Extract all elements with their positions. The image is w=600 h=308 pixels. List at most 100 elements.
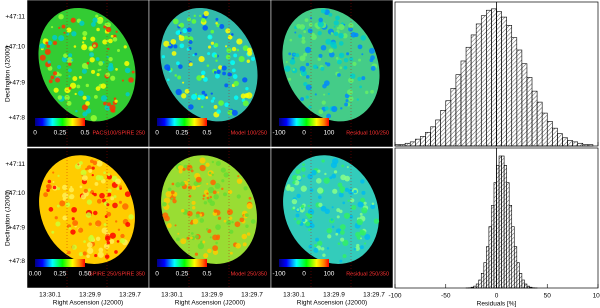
galaxy-spot	[318, 53, 323, 58]
galaxy-spot	[203, 201, 208, 205]
x-tick-label: 13:29.7	[119, 292, 141, 299]
galaxy-spot	[357, 44, 363, 50]
panel-label: Model 250/350	[231, 271, 267, 277]
galaxy-spot	[360, 35, 367, 41]
galaxy-spot	[216, 23, 220, 28]
galaxy-spot	[98, 175, 104, 181]
galaxy-spot	[348, 96, 354, 102]
galaxy-spot	[85, 95, 91, 101]
galaxy-spot	[63, 53, 68, 58]
galaxy-spot	[175, 182, 181, 188]
galaxy-spot	[322, 83, 327, 89]
galaxy-spot	[188, 40, 193, 44]
galaxy-spot	[356, 218, 363, 226]
histogram-bar	[536, 101, 543, 147]
galaxy-spot	[182, 81, 185, 84]
colorbar-tick-label: 0	[302, 130, 306, 137]
galaxy-spot	[300, 185, 307, 192]
galaxy-spot	[183, 164, 188, 169]
galaxy-spot	[215, 241, 218, 245]
galaxy-spot	[338, 41, 344, 46]
galaxy-spot	[340, 107, 343, 110]
galaxy-spot	[109, 232, 116, 239]
galaxy-spot	[213, 194, 219, 200]
galaxy-spot	[292, 68, 295, 71]
galaxy-spot	[326, 113, 332, 119]
galaxy-spot	[186, 236, 190, 240]
histogram-bar	[508, 205, 513, 289]
galaxy-spot	[226, 220, 232, 226]
galaxy-spot	[197, 242, 205, 250]
galaxy-spot	[62, 197, 66, 201]
galaxy-spot	[107, 188, 112, 193]
galaxy-spot	[317, 21, 324, 28]
histogram-bar	[557, 133, 563, 147]
galaxy-spot	[321, 100, 326, 105]
histogram-bar	[524, 283, 528, 289]
galaxy-spot	[196, 75, 202, 81]
galaxy-spot	[338, 23, 345, 31]
galaxy-spot	[333, 25, 336, 28]
galaxy-spot	[333, 20, 339, 26]
galaxy-spot	[85, 101, 90, 106]
histogram-bar	[503, 165, 507, 289]
histogram-bar	[506, 25, 513, 147]
galaxy-spot	[209, 200, 216, 207]
galaxy-spot	[373, 218, 380, 224]
colorbar-tick-label: 100	[324, 271, 335, 278]
galaxy-spot	[337, 182, 343, 188]
galaxy-spot	[349, 73, 356, 79]
galaxy-spot	[206, 64, 210, 67]
galaxy-spot	[350, 31, 357, 38]
galaxy-spot	[57, 64, 62, 70]
galaxy-spot	[311, 169, 317, 176]
galaxy-spot	[204, 93, 208, 97]
galaxy-spot	[212, 96, 216, 100]
galaxy-spot	[227, 189, 233, 195]
histogram-bar	[435, 119, 441, 147]
galaxy-spot	[339, 259, 343, 263]
colorbar-tick-label: 0.00	[29, 271, 42, 278]
galaxy-spot	[357, 201, 364, 208]
galaxy-spot	[300, 70, 303, 73]
panel-label: SPIRE 250/SPIRE 350	[89, 271, 145, 277]
galaxy-spot	[114, 99, 118, 103]
galaxy-spot	[331, 173, 337, 179]
galaxy-spot	[221, 65, 227, 71]
galaxy-spot	[131, 70, 135, 74]
y-tick-label: +47:11	[5, 161, 25, 168]
histogram-bar	[496, 11, 502, 147]
colorbar	[157, 118, 207, 126]
galaxy-spot	[205, 193, 209, 197]
histogram-bar	[445, 100, 452, 147]
histogram-bar	[552, 127, 558, 147]
galaxy-spot	[210, 29, 215, 34]
galaxy-spot	[52, 34, 58, 41]
galaxy-spot	[301, 36, 306, 40]
galaxy-spot	[88, 222, 92, 226]
galaxy-spot	[170, 38, 177, 45]
galaxy-spot	[58, 13, 64, 20]
galaxy-spot	[286, 184, 291, 188]
galaxy-spot	[190, 169, 194, 173]
galaxy-spot	[222, 71, 226, 76]
galaxy-spot	[239, 217, 245, 223]
galaxy-spot	[223, 192, 228, 197]
galaxy-spot	[45, 41, 49, 45]
galaxy-spot	[191, 200, 196, 205]
galaxy-spot	[44, 48, 51, 55]
colorbar-tick-label: 0.25	[176, 271, 189, 278]
galaxy-spot	[187, 27, 192, 33]
galaxy-spot	[206, 182, 209, 185]
histogram-bar	[519, 273, 523, 289]
panel-label: Model 100/250	[231, 130, 267, 136]
galaxy-spot	[364, 234, 371, 241]
galaxy-spot	[177, 232, 180, 235]
histogram-bar	[521, 63, 528, 147]
galaxy-spot	[98, 247, 104, 253]
galaxy-spot	[174, 224, 177, 227]
galaxy-spot	[318, 195, 322, 199]
galaxy-spot	[245, 86, 249, 91]
galaxy-spot	[193, 14, 196, 18]
galaxy-spot	[350, 198, 355, 203]
